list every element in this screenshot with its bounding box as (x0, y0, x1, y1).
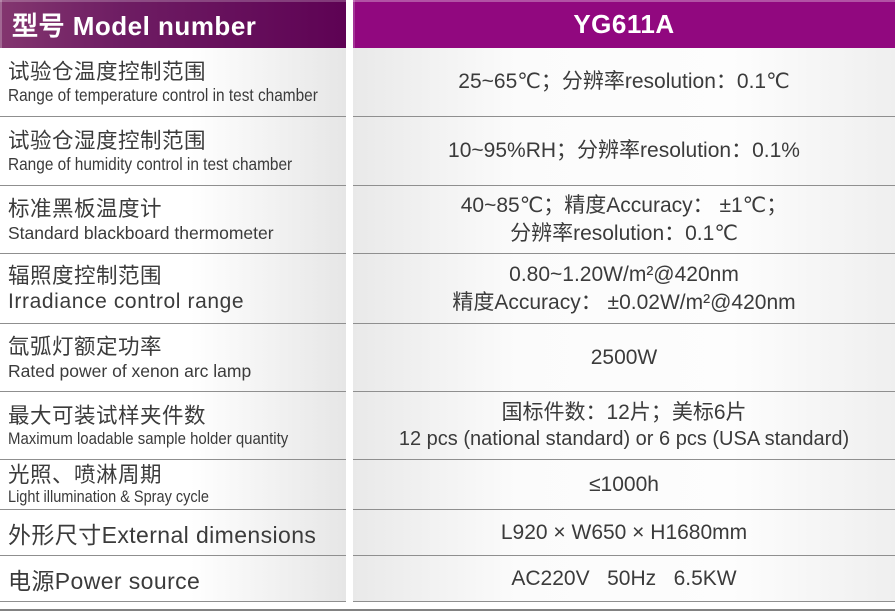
label-zh: 试验仓湿度控制范围 (8, 128, 207, 153)
label-cell: 最大可装试样夹件数 Maximum loadable sample holder… (0, 392, 346, 460)
label-cell: 外形尺寸External dimensions (0, 510, 346, 556)
label-cell: 光照、喷淋周期 Light illumination & Spray cycle (0, 460, 346, 510)
label-en: Range of temperature control in test cha… (8, 85, 318, 106)
spec-value-line2: 分辨率resolution：0.1℃ (510, 221, 738, 245)
table-footer-strip (0, 602, 895, 613)
label-en: Irradiance control range (8, 289, 245, 313)
spec-row-sample-holder-quantity: 最大可装试样夹件数 Maximum loadable sample holder… (0, 392, 895, 460)
label-zh: 氙弧灯额定功率 (8, 335, 163, 360)
label-cell: 辐照度控制范围 Irradiance control range (0, 254, 346, 324)
value-cell: 25~65℃；分辨率resolution：0.1℃ (353, 48, 895, 117)
label-en: Light illumination & Spray cycle (8, 488, 209, 507)
label-cell: 试验仓温度控制范围 Range of temperature control i… (0, 48, 346, 117)
value-cell: 40~85℃；精度Accuracy： ±1℃； 分辨率resolution：0.… (353, 186, 895, 254)
label-en: Standard blackboard thermometer (8, 222, 274, 243)
value-cell: ≤1000h (353, 460, 895, 510)
spec-row-blackboard-thermometer: 标准黑板温度计 Standard blackboard thermometer … (0, 186, 895, 254)
value-cell: 10~95%RH；分辨率resolution：0.1% (353, 117, 895, 186)
spec-row-temperature-range: 试验仓温度控制范围 Range of temperature control i… (0, 48, 895, 117)
label-zh: 辐照度控制范围 (8, 264, 163, 289)
label-zh: 标准黑板温度计 (8, 197, 163, 222)
spec-value: L920 × W650 × H1680mm (500, 520, 748, 544)
spec-row-light-spray-cycle: 光照、喷淋周期 Light illumination & Spray cycle… (0, 460, 895, 510)
spec-value-line1: 40~85℃；精度Accuracy： ±1℃； (460, 194, 788, 218)
spec-value-line1: 0.80~1.20W/m²@420nm (509, 263, 739, 287)
label-zh: 试验仓温度控制范围 (8, 59, 207, 84)
model-number-value: YG611A (573, 8, 675, 39)
value-cell: 2500W (353, 324, 895, 392)
label-en: Rated power of xenon arc lamp (8, 360, 252, 381)
spec-value: 10~95%RH；分辨率resolution：0.1% (448, 139, 800, 163)
column-gutter (346, 510, 353, 556)
label-cell: 电源Power source (0, 556, 346, 602)
header-cell-model-label: 型号 Model number (0, 0, 346, 48)
value-cell: L920 × W650 × H1680mm (353, 510, 895, 556)
value-cell: 国标件数：12片；美标6片 12 pcs (national standard)… (353, 392, 895, 460)
spec-value-line2: 精度Accuracy： ±0.02W/m²@420nm (452, 290, 796, 314)
label-cell: 氙弧灯额定功率 Rated power of xenon arc lamp (0, 324, 346, 392)
spec-value: 25~65℃；分辨率resolution：0.1℃ (458, 70, 790, 94)
column-gutter (346, 460, 353, 510)
label-combined: 外形尺寸External dimensions (8, 521, 317, 548)
column-gutter (346, 186, 353, 254)
column-gutter (346, 0, 353, 48)
header-cell-model-value: YG611A (353, 0, 895, 48)
column-gutter (346, 254, 353, 324)
spec-value: 2500W (590, 345, 658, 369)
column-gutter (346, 117, 353, 186)
spec-row-irradiance-range: 辐照度控制范围 Irradiance control range 0.80~1.… (0, 254, 895, 324)
column-gutter (346, 392, 353, 460)
spec-value-line2: 12 pcs (national standard) or 6 pcs (USA… (398, 428, 850, 451)
label-zh: 最大可装试样夹件数 (8, 403, 207, 428)
column-gutter (346, 556, 353, 602)
value-cell: AC220V 50Hz 6.5KW (353, 556, 895, 602)
value-cell: 0.80~1.20W/m²@420nm 精度Accuracy： ±0.02W/m… (353, 254, 895, 324)
table-bottom-border (0, 609, 895, 611)
column-gutter (346, 48, 353, 117)
spec-value: AC220V 50Hz 6.5KW (511, 566, 737, 590)
label-en: Range of humidity control in test chambe… (8, 154, 293, 175)
spec-value: ≤1000h (589, 472, 659, 496)
model-number-label: 型号 Model number (12, 10, 257, 41)
spec-row-external-dimensions: 外形尺寸External dimensions L920 × W650 × H1… (0, 510, 895, 556)
label-combined: 电源Power source (8, 567, 201, 594)
spec-row-humidity-range: 试验仓湿度控制范围 Range of humidity control in t… (0, 117, 895, 186)
label-cell: 标准黑板温度计 Standard blackboard thermometer (0, 186, 346, 254)
column-gutter (346, 324, 353, 392)
label-en: Maximum loadable sample holder quantity (8, 428, 289, 448)
table-header-row: 型号 Model number YG611A (0, 0, 895, 48)
label-cell: 试验仓湿度控制范围 Range of humidity control in t… (0, 117, 346, 186)
spec-row-power-source: 电源Power source AC220V 50Hz 6.5KW (0, 556, 895, 602)
spec-value-line1: 国标件数：12片；美标6片 (501, 400, 747, 424)
spec-row-xenon-lamp-power: 氙弧灯额定功率 Rated power of xenon arc lamp 25… (0, 324, 895, 392)
label-zh: 光照、喷淋周期 (8, 462, 163, 487)
